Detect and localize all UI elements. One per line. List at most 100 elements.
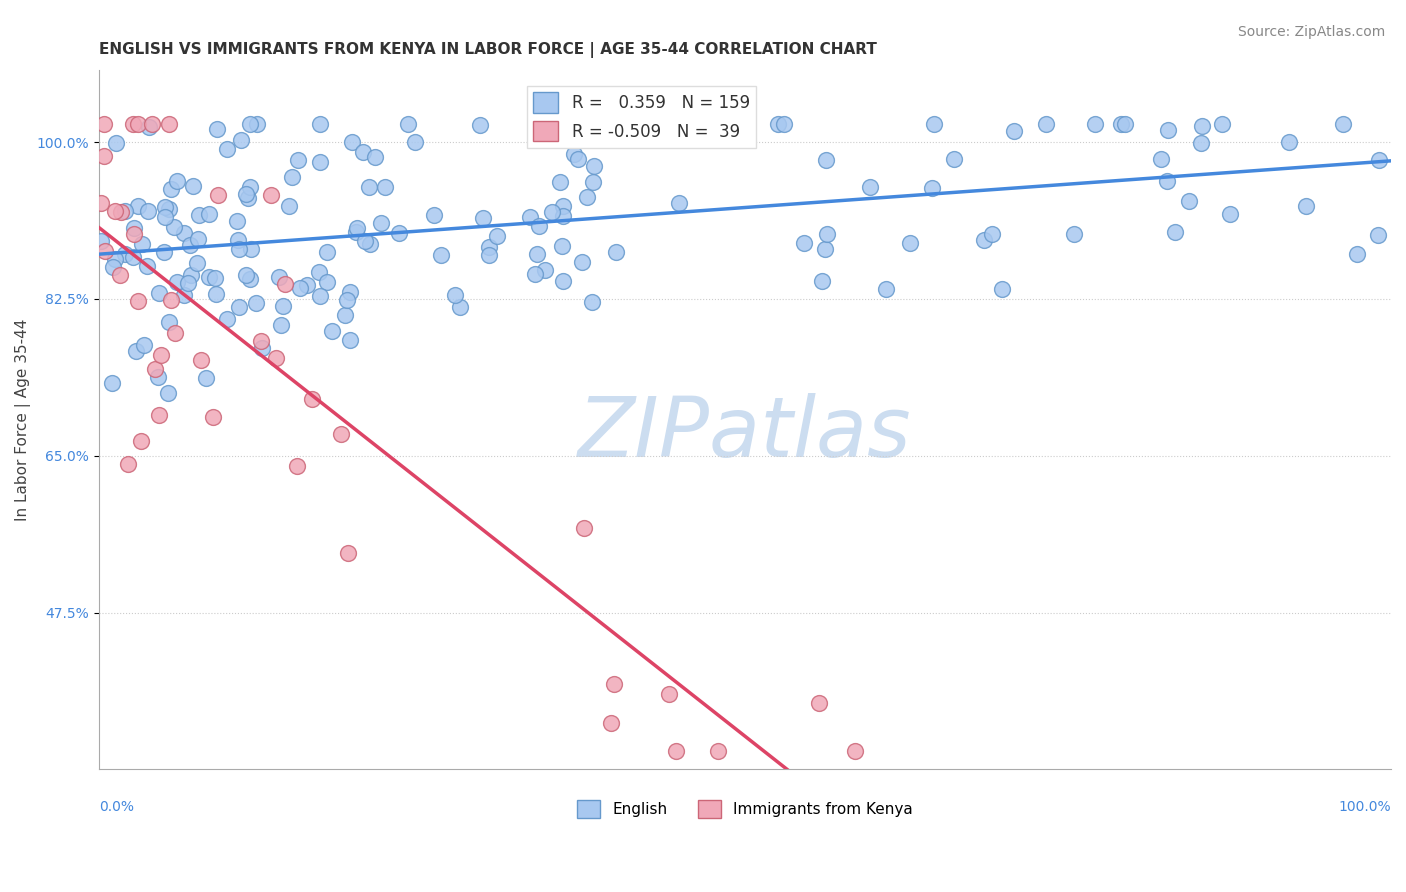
- Point: [973, 234, 995, 248]
- Point: [194, 371, 217, 385]
- Point: [551, 199, 574, 213]
- Point: [814, 242, 837, 256]
- Point: [551, 239, 574, 253]
- Point: [204, 270, 226, 285]
- Point: [186, 256, 208, 270]
- Point: [605, 244, 627, 259]
- Point: [180, 268, 202, 282]
- Point: [215, 142, 238, 156]
- Point: [236, 191, 259, 205]
- Point: [90, 195, 112, 210]
- Point: [1278, 136, 1301, 150]
- Point: [1150, 153, 1173, 167]
- Point: [582, 175, 605, 189]
- Point: [1114, 117, 1136, 131]
- Point: [198, 207, 221, 221]
- Point: [471, 211, 494, 225]
- Point: [260, 188, 283, 202]
- Point: [315, 245, 337, 260]
- Point: [114, 204, 136, 219]
- Point: [430, 248, 453, 262]
- Point: [793, 235, 815, 250]
- Point: [478, 247, 501, 261]
- Point: [287, 459, 309, 474]
- Point: [104, 204, 127, 219]
- Text: Source: ZipAtlas.com: Source: ZipAtlas.com: [1237, 25, 1385, 39]
- Point: [110, 204, 132, 219]
- Point: [197, 270, 219, 285]
- Point: [1109, 117, 1132, 131]
- Point: [290, 281, 312, 295]
- Point: [582, 159, 605, 173]
- Point: [117, 458, 139, 472]
- Point: [1002, 124, 1025, 138]
- Point: [181, 179, 204, 194]
- Point: [252, 341, 274, 355]
- Point: [157, 316, 180, 330]
- Point: [308, 289, 330, 303]
- Point: [187, 232, 209, 246]
- Point: [136, 259, 159, 273]
- Point: [346, 221, 368, 235]
- Point: [264, 351, 287, 365]
- Point: [124, 221, 146, 235]
- Text: 100.0%: 100.0%: [1339, 800, 1391, 814]
- Point: [273, 299, 295, 313]
- Point: [1156, 174, 1178, 188]
- Point: [814, 153, 837, 167]
- Point: [90, 234, 112, 248]
- Point: [553, 273, 575, 287]
- Point: [1295, 199, 1317, 213]
- Point: [157, 385, 180, 400]
- Point: [148, 408, 170, 422]
- Point: [267, 269, 290, 284]
- Point: [250, 334, 273, 349]
- Point: [277, 199, 299, 213]
- Point: [1346, 247, 1368, 261]
- Point: [478, 240, 501, 254]
- Point: [329, 426, 352, 441]
- Point: [339, 285, 361, 299]
- Point: [246, 117, 269, 131]
- Point: [875, 282, 897, 296]
- Point: [658, 687, 681, 701]
- Point: [141, 117, 163, 131]
- Point: [173, 226, 195, 240]
- Point: [127, 199, 149, 213]
- Point: [772, 117, 794, 131]
- Point: [1178, 194, 1201, 208]
- Point: [138, 120, 160, 134]
- Point: [359, 237, 381, 252]
- Point: [122, 250, 145, 264]
- Point: [105, 136, 128, 150]
- Point: [1157, 123, 1180, 137]
- Point: [374, 180, 396, 194]
- Point: [274, 277, 297, 291]
- Point: [1063, 227, 1085, 242]
- Point: [316, 275, 339, 289]
- Point: [157, 202, 180, 217]
- Point: [991, 282, 1014, 296]
- Point: [148, 285, 170, 300]
- Point: [93, 117, 115, 131]
- Point: [333, 309, 356, 323]
- Point: [766, 117, 789, 131]
- Point: [163, 220, 186, 235]
- Point: [239, 179, 262, 194]
- Text: ZIPatlas: ZIPatlas: [578, 393, 911, 475]
- Point: [1367, 228, 1389, 243]
- Point: [370, 216, 392, 230]
- Point: [423, 208, 446, 222]
- Point: [166, 275, 188, 289]
- Point: [363, 150, 385, 164]
- Point: [295, 277, 318, 292]
- Point: [468, 118, 491, 132]
- Point: [526, 247, 548, 261]
- Point: [122, 227, 145, 241]
- Point: [541, 204, 564, 219]
- Point: [449, 300, 471, 314]
- Point: [131, 237, 153, 252]
- Point: [190, 352, 212, 367]
- Point: [1211, 117, 1233, 131]
- Point: [114, 247, 136, 261]
